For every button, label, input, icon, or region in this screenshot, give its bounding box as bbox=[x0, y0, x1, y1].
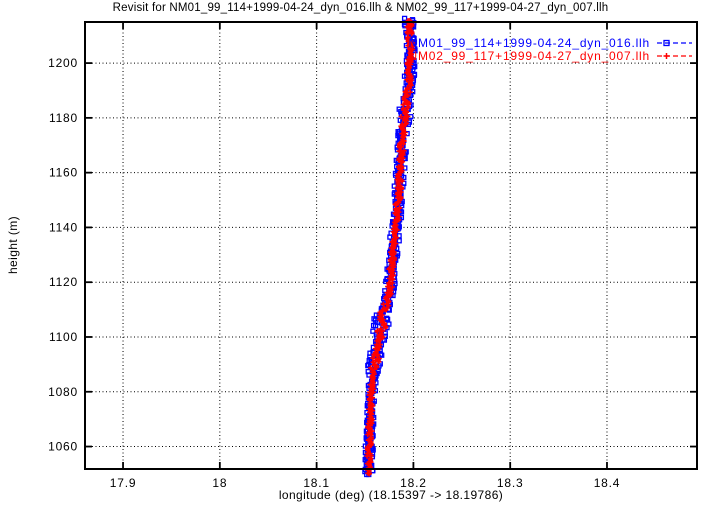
x-tick-labels: 17.9 18 18.1 18.2 18.3 18.4 bbox=[110, 476, 621, 490]
chart-title: Revisit for NM01_99_114+1999-04-24_dyn_0… bbox=[112, 2, 609, 14]
legend-label-0: NM01_99_114+1999-04-24_dyn_016.llh bbox=[409, 36, 650, 50]
gridlines bbox=[85, 22, 697, 469]
y-tick-label: 1180 bbox=[49, 111, 78, 125]
series-1-markers bbox=[364, 18, 416, 477]
legend: NM01_99_114+1999-04-24_dyn_016.llhNM02_9… bbox=[409, 36, 692, 63]
x-tick-label: 18.2 bbox=[400, 476, 427, 490]
y-axis-label: height (m) bbox=[6, 215, 20, 275]
legend-plus-marker bbox=[663, 53, 670, 59]
plot-border bbox=[84, 21, 698, 470]
x-tick-label: 18.3 bbox=[497, 476, 524, 490]
x-tick-label: 18.4 bbox=[594, 476, 621, 490]
y-tick-label: 1200 bbox=[48, 56, 78, 70]
x-tick-label: 18.1 bbox=[303, 476, 330, 490]
x-tick-label: 18 bbox=[212, 476, 227, 490]
y-tick-label: 1100 bbox=[49, 330, 78, 344]
y-tick-label: 1080 bbox=[48, 385, 78, 399]
y-tick-labels: 1060 1080 1100 1120 1140 1160 1180 1200 bbox=[48, 56, 78, 454]
y-tick-label: 1060 bbox=[48, 440, 78, 454]
legend-square-marker bbox=[663, 39, 670, 47]
x-axis-label: longitude (deg) (18.15397 -> 18.19786) bbox=[278, 488, 504, 502]
y-tick-label: 1140 bbox=[49, 220, 78, 234]
legend-label-1: NM02_99_117+1999-04-27_dyn_007.llh bbox=[409, 49, 650, 63]
x-tick-label: 17.9 bbox=[110, 476, 137, 490]
y-tick-label: 1120 bbox=[49, 275, 78, 289]
y-tick-label: 1160 bbox=[49, 166, 78, 180]
